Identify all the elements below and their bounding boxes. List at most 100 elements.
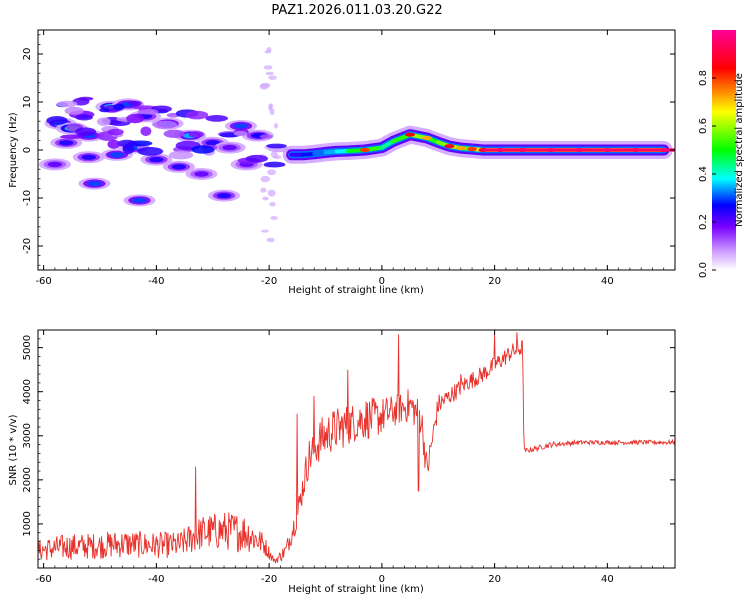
spectrogram-blob <box>245 154 269 163</box>
colorbar-tick-label: 0.6 <box>698 118 709 134</box>
spectrogram-blob <box>58 140 74 146</box>
spectrogram-faint-blob <box>268 104 273 111</box>
spectrogram-ytick-label: 10 <box>22 96 33 109</box>
spectrogram-blob <box>60 134 85 139</box>
spectrogram-blob <box>107 128 124 136</box>
colorbar-label: Normalized spectral amplitude <box>734 73 745 227</box>
spectrogram-blob <box>96 117 111 126</box>
spectrogram-blob <box>109 152 125 158</box>
spectrogram-panel: -60 -40 -20 0 20 40 -20 -10 0 10 20 Height of stra… <box>8 29 676 296</box>
spectrogram-blob <box>56 100 78 108</box>
spectrogram-faint-blob <box>266 237 275 243</box>
colorbar-tick-label: 0.8 <box>698 70 709 86</box>
spectrogram-faint-blob <box>266 47 272 53</box>
spectrogram-blob <box>205 114 229 122</box>
spectrogram-xtick-label: 40 <box>601 276 614 287</box>
spectrogram-peak <box>421 136 432 140</box>
spectrogram-blob <box>205 140 220 146</box>
spectrogram-blob <box>46 116 68 125</box>
snr-panel: -60 -40 -20 0 20 40 1000 2000 3000 4000 5000 Heigh… <box>8 329 676 595</box>
spectrogram-xtick-label: -20 <box>261 276 277 287</box>
spectrogram-faint-blob <box>262 196 269 201</box>
spectrogram-blob <box>81 154 96 160</box>
spectrogram-blob <box>137 146 164 156</box>
spectrogram-blob <box>216 192 232 199</box>
snr-xtick-label: 20 <box>488 574 501 585</box>
spectrogram-peak <box>444 144 455 149</box>
spectrogram-marks <box>38 47 675 243</box>
spectrogram-ridge-segment <box>379 139 396 150</box>
spectrogram-ytick-label: 20 <box>22 48 33 61</box>
spectrogram-blob <box>233 131 248 137</box>
spectrogram-faint-blob <box>267 169 277 176</box>
spectrogram-peak <box>455 146 466 151</box>
colorbar: 0.0 0.2 0.4 0.6 0.8 Normalized spectral ampl… <box>698 30 745 278</box>
snr-xtick-label: -20 <box>261 574 277 585</box>
spectrogram-blob <box>263 161 286 168</box>
snr-xlabel: Height of straight line (km) <box>288 584 424 595</box>
spectrogram-faint-blob <box>268 75 277 80</box>
spectrogram-blob <box>64 106 84 115</box>
spectrogram-faint-blob <box>260 175 271 183</box>
spectrogram-blob <box>259 134 273 139</box>
spectrogram-faint-blob <box>265 71 274 76</box>
spectrogram-peak <box>467 147 478 152</box>
spectrogram-blob <box>47 161 63 168</box>
spectrogram-blob <box>266 143 287 149</box>
spectrogram-blob <box>107 139 121 149</box>
spectrogram-ytick-label: -20 <box>22 238 33 254</box>
spectrogram-blob <box>128 100 142 107</box>
spectrogram-faint-blob <box>270 215 278 220</box>
colorbar-gradient <box>712 30 736 270</box>
snr-xtick-label: -40 <box>148 574 164 585</box>
spectrogram-blob <box>140 126 152 137</box>
snr-ylabel: SNR (10 * v/v) <box>8 414 19 485</box>
figure-title: PAZ1.2026.011.03.20.G22 <box>271 3 442 18</box>
spectrogram-blob <box>87 180 102 187</box>
spectrogram-xtick-label: -40 <box>148 276 164 287</box>
spectrogram-blob <box>188 131 205 138</box>
spectrogram-peak <box>359 148 370 152</box>
spectrogram-blob <box>191 145 215 154</box>
spectrogram-carrier-line <box>483 148 675 152</box>
colorbar-tick-label: 0.2 <box>698 214 709 230</box>
spectrogram-blob <box>185 110 209 120</box>
snr-xtick-label: 0 <box>379 574 385 585</box>
spectrogram-blob <box>137 108 159 115</box>
spectrogram-blob <box>132 197 147 204</box>
snr-ytick-label: 4000 <box>22 379 33 404</box>
spectrogram-xlabel: Height of straight line (km) <box>288 285 424 296</box>
spectrogram-blob <box>112 103 125 111</box>
spectrogram-faint-blob <box>260 187 267 193</box>
spectrogram-ytick-label: -10 <box>22 190 33 206</box>
snr-ytick-label: 3000 <box>22 423 33 448</box>
spectrogram-blob <box>75 114 93 121</box>
spectrogram-faint-blob <box>260 82 271 88</box>
spectrogram-ticks: -60 -40 -20 0 20 40 -20 -10 0 10 20 <box>22 30 676 287</box>
spectrogram-blob <box>74 127 97 137</box>
snr-ticks: -60 -40 -20 0 20 40 1000 2000 3000 4000 5000 <box>22 330 676 585</box>
spectrogram-blob <box>194 171 209 177</box>
spectrogram-blob <box>233 123 249 129</box>
spectrogram-blob <box>122 144 135 155</box>
spectrogram-xtick-label: 0 <box>379 276 385 287</box>
snr-series-line <box>38 332 675 564</box>
spectrogram-blob <box>152 120 178 129</box>
spectrogram-blob <box>149 156 164 163</box>
spectrogram-faint-blob <box>263 65 273 70</box>
colorbar-tick-label: 0.0 <box>698 262 709 278</box>
snr-frame <box>37 329 676 569</box>
colorbar-tick-label: 0.4 <box>698 166 709 182</box>
spectrogram-blob <box>99 108 111 113</box>
spectrogram-faint-blob <box>269 201 276 207</box>
snr-ytick-label: 1000 <box>22 511 33 536</box>
spectrogram-faint-blob <box>270 151 278 158</box>
spectrogram-xtick-label: 20 <box>488 276 501 287</box>
spectrogram-blob <box>126 113 145 124</box>
spectrogram-blob <box>222 144 237 151</box>
spectrogram-xtick-label: -60 <box>35 276 51 287</box>
spectrogram-ylabel: Frequency (Hz) <box>8 112 19 188</box>
spectrogram-blob <box>171 164 187 170</box>
spectrogram-blob <box>163 129 185 138</box>
